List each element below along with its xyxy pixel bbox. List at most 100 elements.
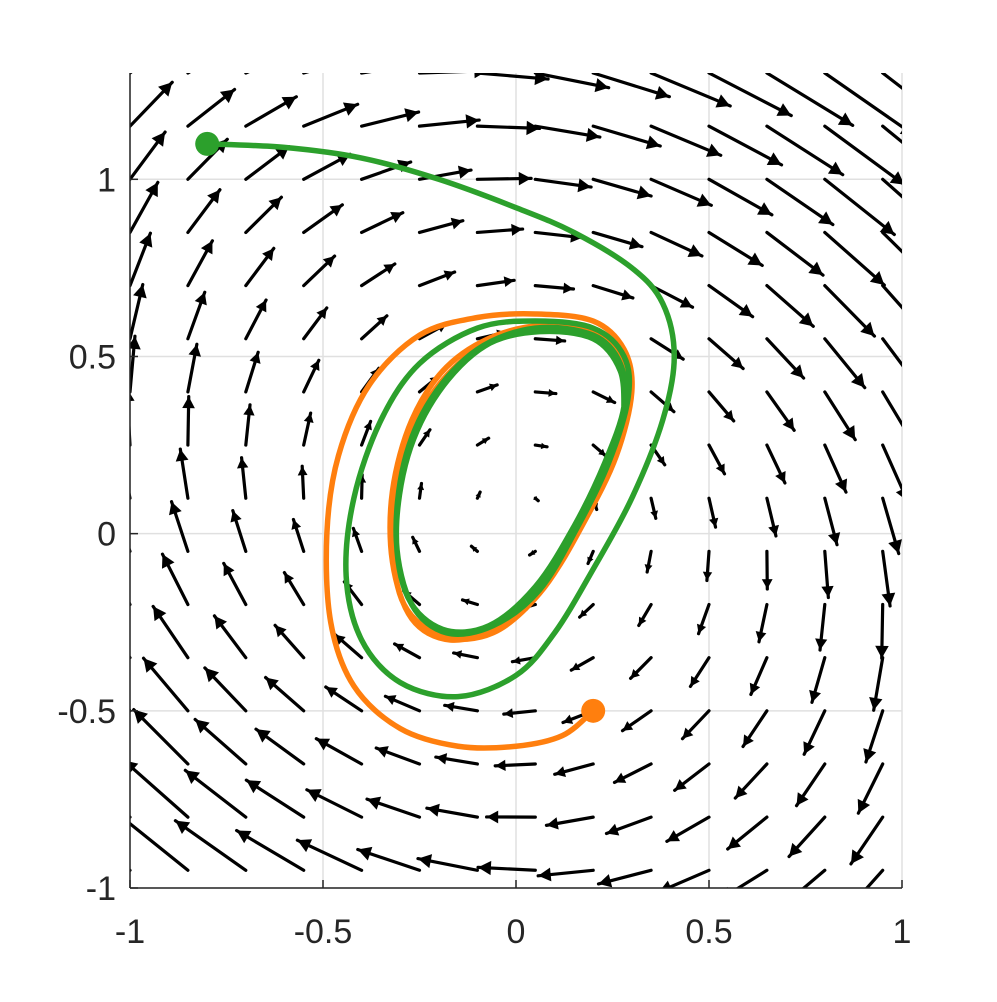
- vector-arrow: [412, 537, 419, 551]
- vector-arrow: [709, 179, 772, 215]
- vector-arrow: [587, 551, 593, 563]
- vector-arrow: [246, 46, 304, 73]
- vector-arrow: [127, 336, 141, 392]
- vector-arrow: [651, 126, 721, 157]
- vector-arrow: [246, 197, 282, 232]
- vector-arrow: [825, 73, 915, 135]
- vector-arrow: [477, 172, 531, 186]
- x-tick-label: 0: [507, 913, 526, 951]
- vector-arrow: [535, 283, 573, 294]
- y-tick-label: 1: [97, 161, 116, 199]
- vector-arrow: [767, 179, 833, 224]
- vector-arrow: [362, 212, 403, 232]
- vector-arrow: [114, 441, 130, 499]
- vector-arrow: [478, 861, 535, 875]
- vector-arrow: [418, 854, 477, 870]
- vector-arrow: [606, 817, 651, 835]
- vector-arrow: [246, 352, 261, 392]
- vector-arrow: [767, 445, 786, 483]
- vector-arrow: [477, 276, 514, 287]
- vector-arrow: [825, 498, 840, 545]
- vector-arrow: [703, 551, 712, 580]
- vector-arrow: [100, 545, 130, 605]
- vector-arrow: [809, 658, 825, 703]
- vector-arrow: [720, 870, 767, 899]
- vector-field: [51, 33, 976, 914]
- vector-arrow: [195, 719, 246, 764]
- y-tick-label: 0: [97, 516, 116, 554]
- vector-arrow: [376, 746, 419, 764]
- vector-arrow: [188, 190, 220, 233]
- vector-arrow: [825, 179, 895, 234]
- vector-arrow: [767, 232, 823, 275]
- vector-arrow: [477, 71, 548, 85]
- trajectory-line: [326, 314, 632, 748]
- vector-arrow: [659, 870, 709, 893]
- vector-arrow: [188, 344, 201, 392]
- vector-arrow: [825, 339, 865, 388]
- vector-arrow: [246, 147, 289, 180]
- vector-arrow: [477, 121, 539, 135]
- vector-arrow: [883, 286, 937, 346]
- vector-arrow: [230, 511, 245, 552]
- vector-arrow: [224, 563, 246, 604]
- vector-arrow: [417, 483, 424, 498]
- vector-arrow: [237, 458, 248, 499]
- vector-arrow: [297, 839, 361, 870]
- vector-arrow: [844, 870, 883, 914]
- vector-arrow: [825, 392, 855, 440]
- vector-arrow: [530, 550, 536, 555]
- vector-arrow: [362, 108, 419, 126]
- vector-arrow: [593, 392, 614, 403]
- vector-arrow: [697, 605, 709, 634]
- vector-arrow: [266, 678, 304, 711]
- vector-arrow: [875, 605, 889, 659]
- vector-arrow: [735, 764, 767, 798]
- vector-arrow: [91, 597, 130, 658]
- vector-arrow: [825, 232, 885, 285]
- vector-arrow: [153, 606, 188, 657]
- vector-arrow: [743, 711, 767, 747]
- vector-arrow: [185, 770, 245, 817]
- vector-arrow: [709, 498, 718, 527]
- vector-arrow: [883, 232, 947, 295]
- vector-arrow: [767, 339, 804, 378]
- vector-arrow: [246, 300, 267, 339]
- vector-arrow: [487, 811, 536, 824]
- vector-arrow: [130, 182, 158, 232]
- vector-arrow: [883, 73, 977, 146]
- vector-arrow: [883, 498, 902, 553]
- vector-arrow: [535, 336, 564, 345]
- vector-arrow: [645, 551, 653, 572]
- vector-arrow: [593, 179, 651, 199]
- vector-arrow: [767, 73, 853, 125]
- vector-arrow: [463, 598, 478, 605]
- x-tick-label: -0.5: [294, 913, 353, 951]
- vector-arrow: [169, 502, 188, 552]
- vector-arrow: [436, 753, 478, 764]
- vector-arrow: [304, 103, 358, 127]
- vector-arrow: [789, 817, 825, 856]
- vector-arrow: [275, 625, 304, 657]
- vector-arrow: [815, 605, 827, 651]
- vector-arrow: [304, 413, 314, 445]
- vector-arrow: [162, 554, 188, 604]
- vector-arrow: [675, 764, 709, 790]
- vector-arrow: [130, 233, 152, 285]
- vector-arrow: [420, 271, 455, 286]
- vector-arrow: [756, 605, 767, 642]
- vector-arrow: [598, 870, 651, 887]
- vector-arrow: [593, 126, 660, 149]
- vector-arrow: [124, 760, 188, 817]
- vector-arrow: [863, 711, 882, 762]
- vector-arrow: [175, 821, 245, 871]
- vector-arrow: [420, 64, 488, 78]
- vector-arrow: [304, 154, 350, 179]
- vector-arrow: [237, 831, 304, 871]
- vector-arrow: [307, 789, 362, 817]
- vector-arrow: [762, 551, 773, 589]
- vector-arrow: [51, 800, 130, 870]
- vector-arrow: [869, 658, 883, 711]
- vector-arrow: [395, 644, 420, 658]
- vector-arrow: [535, 178, 591, 192]
